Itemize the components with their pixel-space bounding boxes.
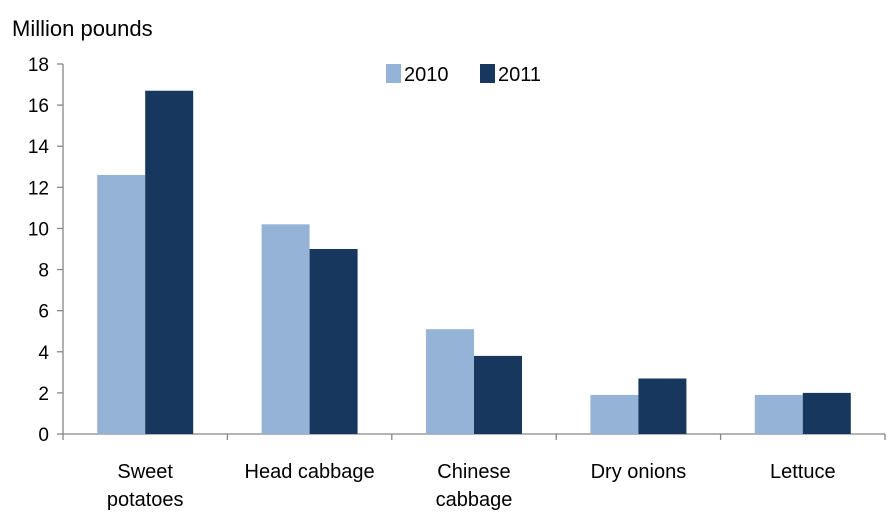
category-label: Head cabbage <box>245 461 375 483</box>
legend-label-2010: 2010 <box>404 64 449 86</box>
bar-2010-1 <box>261 224 310 434</box>
category-label: Chinese cabbage <box>436 461 513 511</box>
bar-2010-2 <box>426 329 474 434</box>
bar-2011-0 <box>145 90 194 434</box>
y-tick-label: 4 <box>38 343 49 364</box>
y-tick-label: 16 <box>28 96 49 117</box>
bar-2011-4 <box>802 392 851 434</box>
y-tick-label: 10 <box>28 219 49 240</box>
y-tick-label: 2 <box>38 384 49 405</box>
bar-2011-3 <box>638 378 687 434</box>
y-tick-label: 18 <box>28 55 49 76</box>
y-tick-label: 12 <box>28 178 49 199</box>
bar-2010-0 <box>97 175 146 434</box>
bars <box>97 90 851 434</box>
legend-label-2011: 2011 <box>498 64 541 86</box>
y-tick-label: 8 <box>38 261 49 282</box>
legend: 2010 2011 <box>386 64 541 86</box>
y-axis-label: Million pounds <box>12 16 153 41</box>
category-label: Sweet potatoes <box>107 461 184 511</box>
bar-2010-4 <box>754 394 803 434</box>
category-label: Dry onions <box>591 461 687 483</box>
bar-2011-1 <box>309 249 358 434</box>
legend-swatch-2011 <box>480 64 495 83</box>
bar-2010-3 <box>590 394 639 434</box>
y-tick-label: 0 <box>38 425 49 446</box>
category-labels: Sweet potatoes Head cabbage Chinese cabbage D… <box>107 461 836 511</box>
category-label: Lettuce <box>770 461 836 483</box>
y-tick-label: 6 <box>38 302 49 323</box>
bar-2011-2 <box>474 355 522 434</box>
y-tick-label: 14 <box>28 137 50 158</box>
legend-swatch-2010 <box>386 64 401 83</box>
